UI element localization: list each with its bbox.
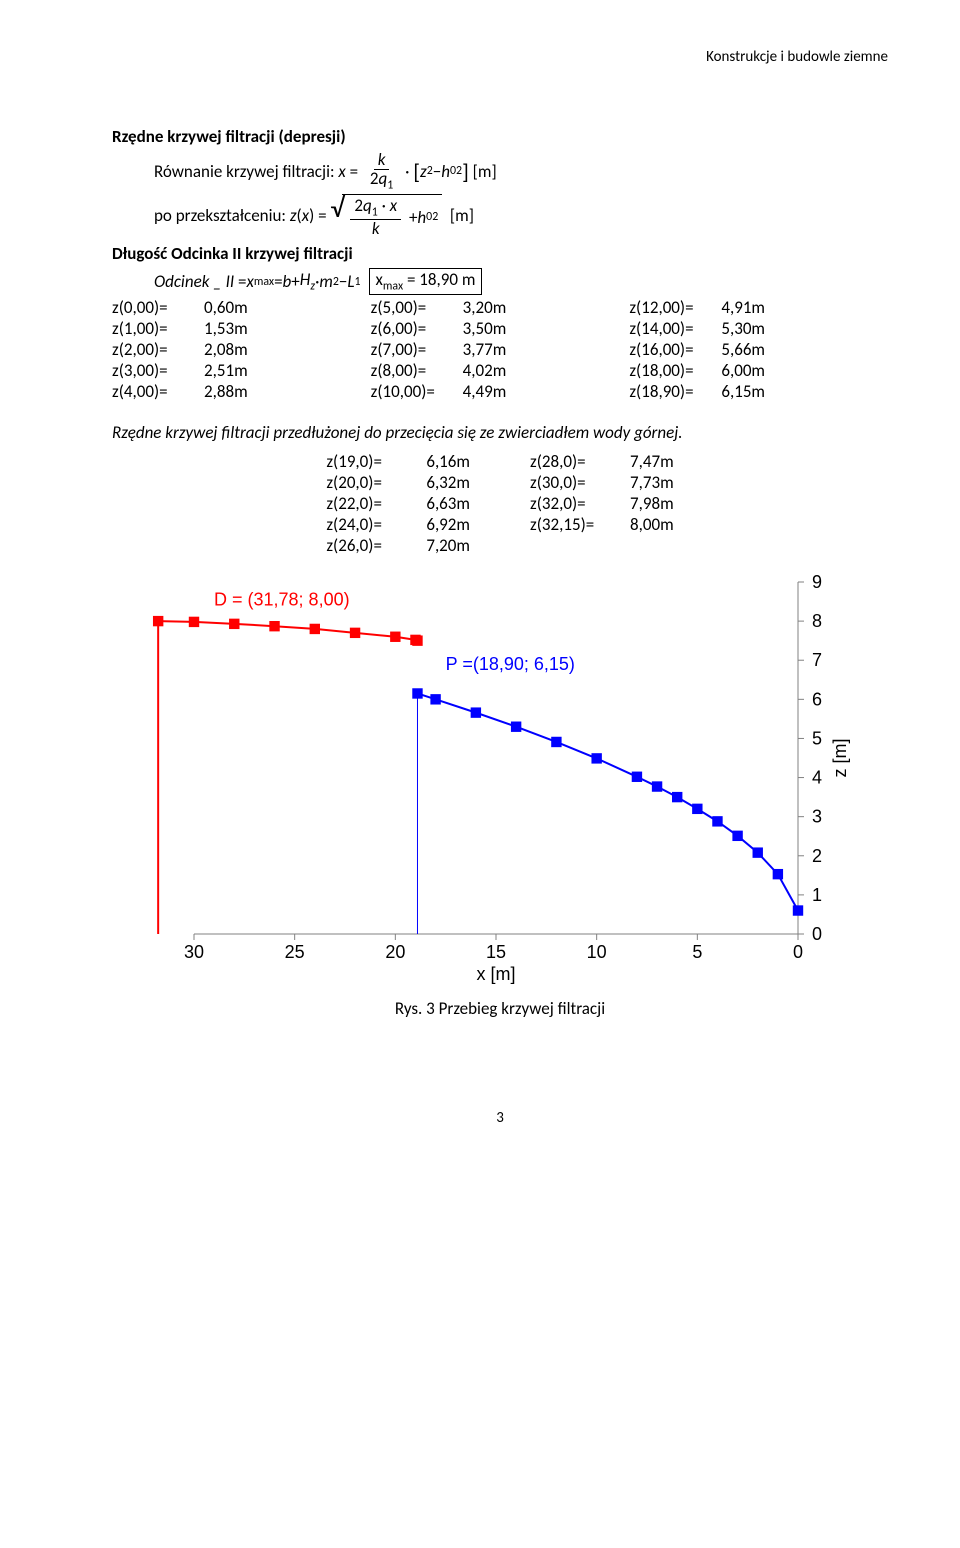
data-row: z(5,00)=3,20m: [371, 297, 630, 318]
doc-header: Konstrukcje i budowle ziemne: [112, 48, 888, 66]
data-row: z(1,00)=1,53m: [112, 318, 371, 339]
svg-text:7: 7: [812, 650, 822, 670]
data-row: z(18,00)=6,00m: [629, 360, 888, 381]
data-row: z(12,00)=4,91m: [629, 297, 888, 318]
svg-text:0: 0: [812, 924, 822, 944]
data-row: z(30,0)=7,73m: [530, 472, 674, 493]
svg-text:x [m]: x [m]: [477, 964, 516, 984]
figure-caption: Rys. 3 Przebieg krzywej filtracji: [112, 998, 888, 1019]
data-row: z(6,00)=3,50m: [371, 318, 630, 339]
data-row: z(22,0)=6,63m: [326, 493, 470, 514]
data-row: z(0,00)=0,60m: [112, 297, 371, 318]
svg-text:5: 5: [812, 728, 822, 748]
data-row: z(7,00)=3,77m: [371, 339, 630, 360]
table-a: z(0,00)=0,60mz(1,00)=1,53mz(2,00)=2,08mz…: [112, 297, 888, 402]
svg-text:15: 15: [486, 942, 506, 962]
svg-text:10: 10: [587, 942, 607, 962]
italic-description: Rzędne krzywej filtracji przedłużonej do…: [112, 422, 888, 443]
data-row: z(19,0)=6,16m: [326, 451, 470, 472]
svg-text:20: 20: [385, 942, 405, 962]
data-row: z(16,00)=5,66m: [629, 339, 888, 360]
svg-text:6: 6: [812, 689, 822, 709]
svg-text:z [m]: z [m]: [830, 738, 850, 777]
data-row: z(14,00)=5,30m: [629, 318, 888, 339]
data-row: z(26,0)=7,20m: [326, 535, 470, 556]
data-row: z(8,00)=4,02m: [371, 360, 630, 381]
data-row: z(20,0)=6,32m: [326, 472, 470, 493]
data-row: z(4,00)=2,88m: [112, 381, 371, 402]
svg-text:9: 9: [812, 572, 822, 592]
svg-text:4: 4: [812, 767, 822, 787]
svg-text:8: 8: [812, 611, 822, 631]
odcinek-equation: Odcinek _ II = xmax = b + Hz · m2 − L1 x…: [112, 268, 888, 294]
data-row: z(32,0)=7,98m: [530, 493, 674, 514]
data-row: z(10,00)=4,49m: [371, 381, 630, 402]
equation-2: po przekształceniu: z(x) = √ 2q1 · xk + …: [112, 194, 888, 238]
xmax-box: xmax = 18,90 m: [369, 268, 483, 294]
data-row: z(18,90)=6,15m: [629, 381, 888, 402]
filtration-curve-chart: 30 25 20 15 10 5 00 1 2 3 4 5 6 7 8 9 x [m] z [m] D = (31,…: [140, 564, 860, 984]
svg-text:3: 3: [812, 807, 822, 827]
svg-text:D = (31,78; 8,00): D = (31,78; 8,00): [214, 589, 350, 609]
data-row: z(24,0)=6,92m: [326, 514, 470, 535]
svg-text:5: 5: [692, 942, 702, 962]
equation-1: Równanie krzywej filtracji: x = k2q1 · […: [112, 151, 888, 192]
svg-text:25: 25: [285, 942, 305, 962]
section2-title: Długość Odcinka II krzywej filtracji: [112, 243, 888, 264]
svg-text:2: 2: [812, 846, 822, 866]
section1-title: Rzędne krzywej filtracji (depresji): [112, 126, 888, 147]
table-b: z(19,0)=6,16mz(20,0)=6,32mz(22,0)=6,63mz…: [112, 451, 888, 556]
data-row: z(3,00)=2,51m: [112, 360, 371, 381]
data-row: z(28,0)=7,47m: [530, 451, 674, 472]
svg-text:0: 0: [793, 942, 803, 962]
data-row: z(2,00)=2,08m: [112, 339, 371, 360]
svg-text:P =(18,90; 6,15): P =(18,90; 6,15): [446, 654, 575, 674]
page-number: 3: [112, 1109, 888, 1127]
svg-text:1: 1: [812, 885, 822, 905]
svg-text:30: 30: [184, 942, 204, 962]
data-row: z(32,15)=8,00m: [530, 514, 674, 535]
